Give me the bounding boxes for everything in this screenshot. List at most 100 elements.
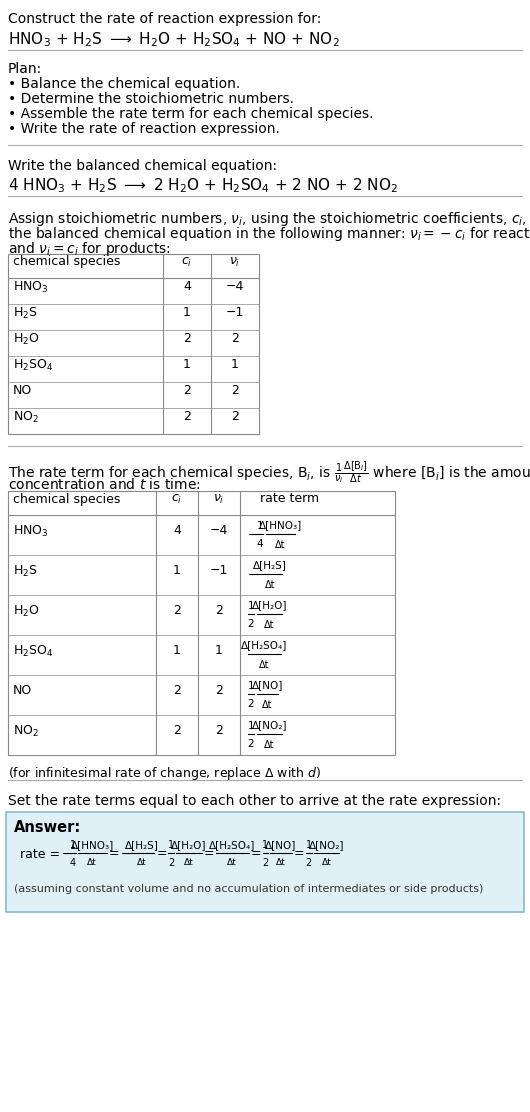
Text: 2: 2 — [173, 685, 181, 697]
Text: Δt: Δt — [275, 540, 286, 550]
Text: 1: 1 — [262, 840, 268, 850]
Text: NO$_2$: NO$_2$ — [13, 409, 39, 425]
Text: −4: −4 — [226, 280, 244, 294]
Text: H$_2$O: H$_2$O — [13, 604, 40, 618]
Text: 1: 1 — [215, 645, 223, 657]
Text: • Assemble the rate term for each chemical species.: • Assemble the rate term for each chemic… — [8, 107, 374, 121]
Text: −: − — [121, 847, 131, 861]
Text: concentration and $t$ is time:: concentration and $t$ is time: — [8, 477, 201, 492]
Text: 1: 1 — [173, 645, 181, 657]
Text: 2: 2 — [231, 410, 239, 424]
Text: −1: −1 — [210, 565, 228, 577]
Bar — [8, 492, 395, 755]
Text: Δt: Δt — [264, 739, 275, 749]
Text: 2: 2 — [248, 699, 254, 709]
Text: H$_2$SO$_4$: H$_2$SO$_4$ — [13, 644, 54, 658]
Text: Construct the rate of reaction expression for:: Construct the rate of reaction expressio… — [8, 12, 321, 26]
Text: and $\nu_i = c_i$ for products:: and $\nu_i = c_i$ for products: — [8, 240, 171, 258]
Text: 1: 1 — [168, 840, 174, 850]
Text: H$_2$S: H$_2$S — [13, 306, 38, 320]
Text: 2: 2 — [231, 385, 239, 397]
Text: NO: NO — [13, 385, 32, 397]
Text: −: − — [248, 568, 259, 582]
Text: 2: 2 — [248, 739, 254, 749]
Text: 1: 1 — [231, 358, 239, 371]
Text: • Determine the stoichiometric numbers.: • Determine the stoichiometric numbers. — [8, 92, 294, 106]
Text: 2: 2 — [168, 858, 174, 868]
Text: Δt: Δt — [262, 699, 273, 709]
Text: −4: −4 — [210, 525, 228, 537]
Text: HNO$_3$: HNO$_3$ — [13, 524, 49, 538]
Text: 2: 2 — [183, 332, 191, 346]
Text: Δ[H₂O]: Δ[H₂O] — [171, 840, 207, 850]
Text: $\nu_i$: $\nu_i$ — [213, 493, 225, 506]
Text: Δ[H₂S]: Δ[H₂S] — [125, 840, 158, 850]
Text: (for infinitesimal rate of change, replace $\Delta$ with $d$): (for infinitesimal rate of change, repla… — [8, 765, 321, 782]
Text: 2: 2 — [183, 385, 191, 397]
Text: • Balance the chemical equation.: • Balance the chemical equation. — [8, 77, 240, 91]
Text: Δ[H₂O]: Δ[H₂O] — [252, 600, 287, 610]
Text: Assign stoichiometric numbers, $\nu_i$, using the stoichiometric coefficients, $: Assign stoichiometric numbers, $\nu_i$, … — [8, 210, 530, 228]
Text: Δt: Δt — [259, 661, 270, 671]
Text: 1: 1 — [257, 522, 263, 532]
Text: H$_2$S: H$_2$S — [13, 564, 38, 578]
Text: 4 HNO$_3$ + H$_2$S $\longrightarrow$ 2 H$_2$O + H$_2$SO$_4$ + 2 NO + 2 NO$_2$: 4 HNO$_3$ + H$_2$S $\longrightarrow$ 2 H… — [8, 176, 398, 195]
Text: Δ[NO]: Δ[NO] — [266, 840, 297, 850]
Text: 2: 2 — [215, 605, 223, 617]
Text: −: − — [62, 847, 73, 861]
Text: 2: 2 — [306, 858, 312, 868]
Text: 1: 1 — [183, 307, 191, 319]
Text: HNO$_3$ + H$_2$S $\longrightarrow$ H$_2$O + H$_2$SO$_4$ + NO + NO$_2$: HNO$_3$ + H$_2$S $\longrightarrow$ H$_2$… — [8, 30, 340, 49]
Text: rate term: rate term — [260, 493, 320, 506]
Text: Δt: Δt — [137, 858, 146, 867]
Text: 2: 2 — [183, 410, 191, 424]
Text: $c_i$: $c_i$ — [181, 256, 192, 269]
Text: Answer:: Answer: — [14, 820, 81, 835]
Text: Δ[H₂SO₄]: Δ[H₂SO₄] — [209, 840, 255, 850]
Text: • Write the rate of reaction expression.: • Write the rate of reaction expression. — [8, 122, 280, 136]
Text: =: = — [204, 847, 214, 861]
Text: chemical species: chemical species — [13, 493, 120, 506]
Text: chemical species: chemical species — [13, 256, 120, 268]
Text: 4: 4 — [173, 525, 181, 537]
Text: 1: 1 — [306, 840, 312, 850]
Text: 2: 2 — [173, 605, 181, 617]
Text: H$_2$O: H$_2$O — [13, 331, 40, 347]
Text: 1: 1 — [70, 840, 76, 850]
Text: 2: 2 — [231, 332, 239, 346]
Text: Δ[NO]: Δ[NO] — [252, 681, 283, 691]
Text: 2: 2 — [215, 725, 223, 737]
Text: Write the balanced chemical equation:: Write the balanced chemical equation: — [8, 159, 277, 173]
Text: Δt: Δt — [264, 580, 275, 590]
Text: 2: 2 — [248, 619, 254, 629]
Text: 1: 1 — [248, 721, 254, 731]
Text: Δt: Δt — [87, 858, 97, 867]
Text: $\nu_i$: $\nu_i$ — [229, 256, 241, 269]
Text: H$_2$SO$_4$: H$_2$SO$_4$ — [13, 357, 54, 373]
Text: Δt: Δt — [321, 858, 331, 867]
Text: Δt: Δt — [264, 620, 275, 631]
Text: 1: 1 — [248, 681, 254, 691]
Text: the balanced chemical equation in the following manner: $\nu_i = -c_i$ for react: the balanced chemical equation in the fo… — [8, 225, 530, 244]
Text: −1: −1 — [226, 307, 244, 319]
Text: =: = — [294, 847, 305, 861]
Bar — [8, 254, 259, 434]
Text: Δ[NO₂]: Δ[NO₂] — [252, 719, 287, 729]
Text: 2: 2 — [262, 858, 269, 868]
Text: Δt: Δt — [276, 858, 286, 867]
Text: Δ[NO₂]: Δ[NO₂] — [308, 840, 344, 850]
Text: −: − — [248, 528, 259, 542]
Text: 2: 2 — [215, 685, 223, 697]
Text: (assuming constant volume and no accumulation of intermediates or side products): (assuming constant volume and no accumul… — [14, 884, 483, 894]
Text: The rate term for each chemical species, B$_i$, is $\frac{1}{\nu_i}\frac{\Delta[: The rate term for each chemical species,… — [8, 460, 530, 486]
Bar — [6, 812, 524, 912]
Text: NO$_2$: NO$_2$ — [13, 724, 39, 738]
Text: 4: 4 — [257, 539, 263, 549]
Text: NO: NO — [13, 685, 32, 697]
Text: 1: 1 — [173, 565, 181, 577]
Text: 1: 1 — [183, 358, 191, 371]
Text: $c_i$: $c_i$ — [171, 493, 183, 506]
Text: 4: 4 — [183, 280, 191, 294]
Text: Plan:: Plan: — [8, 62, 42, 76]
Text: Δt: Δt — [227, 858, 237, 867]
